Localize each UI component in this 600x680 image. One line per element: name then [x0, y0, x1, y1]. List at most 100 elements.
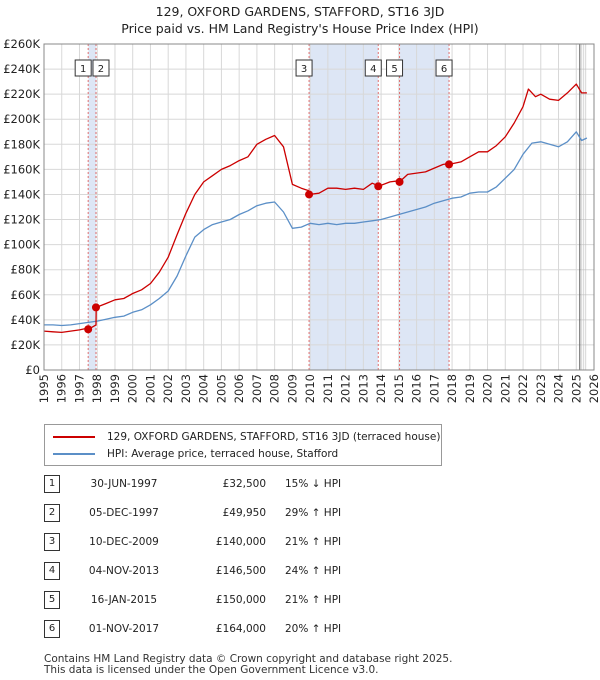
y-tick-label: £40K	[11, 313, 41, 327]
sale-marker-box-2	[92, 59, 110, 77]
sale-number-badge: 2	[44, 504, 60, 522]
sale-number-badge: 4	[44, 562, 60, 580]
legend-label-property: 129, OXFORD GARDENS, STAFFORD, ST16 3JD …	[107, 431, 441, 443]
sale-date: 30-JUN-1997	[90, 478, 158, 490]
x-tick-label: 2020	[481, 374, 495, 403]
shaded-period-2	[309, 44, 379, 370]
sale-marker-label-1: 1	[74, 59, 92, 77]
sale-marker-number-1: 1	[80, 64, 86, 75]
x-tick-label: 2006	[232, 374, 246, 403]
x-tick-label: 1996	[55, 374, 69, 403]
sale-number-badge: 1	[44, 475, 60, 493]
x-tick-label: 2021	[498, 374, 512, 403]
sale-point-2	[91, 303, 100, 312]
sale-marker-label-4: 4	[364, 59, 382, 77]
x-tick-label: 2003	[179, 374, 193, 403]
table-row: 1 30-JUN-1997 £32,500 15% ↓ HPI	[0, 475, 600, 495]
x-tick-label: 2025	[569, 374, 583, 403]
sale-point-6	[445, 160, 454, 169]
y-tick-label: £260K	[3, 37, 40, 51]
sale-marker-label-3: 3	[295, 59, 313, 77]
sale-price: £146,500	[215, 565, 266, 577]
sale-date: 01-NOV-2017	[88, 623, 160, 635]
x-tick-label: 2000	[126, 374, 140, 403]
sale-marker-box-3	[295, 59, 313, 77]
x-tick-label: 2018	[445, 374, 459, 403]
x-tick-label: 1995	[37, 374, 51, 403]
sale-price: £164,000	[215, 623, 266, 635]
sale-price: £150,000	[215, 594, 266, 606]
x-tick-label: 2011	[321, 374, 335, 403]
x-tick-label: 2013	[356, 374, 370, 403]
sale-hpi-diff: 21% ↑ HPI	[285, 594, 342, 606]
x-tick-label: 2010	[303, 374, 317, 403]
sale-marker-number-6: 6	[441, 64, 447, 75]
sale-point-5	[395, 177, 404, 186]
x-tick-label: 1997	[72, 374, 86, 403]
sale-marker-number-3: 3	[301, 64, 307, 75]
x-tick-label: 2022	[516, 374, 530, 403]
x-tick-label: 2012	[339, 374, 353, 403]
y-tick-label: £200K	[3, 112, 40, 126]
sale-date: 10-DEC-2009	[89, 536, 159, 548]
legend-swatch-hpi	[53, 453, 95, 455]
sale-date: 16-JAN-2015	[90, 594, 158, 606]
x-tick-label: 2023	[534, 374, 548, 403]
footer-attribution: Contains HM Land Registry data © Crown c…	[44, 654, 452, 676]
y-tick-label: £60K	[11, 288, 41, 302]
x-tick-label: 2015	[392, 374, 406, 403]
sale-hpi-diff: 20% ↑ HPI	[285, 623, 342, 635]
table-row: 5 16-JAN-2015 £150,000 21% ↑ HPI	[0, 591, 600, 611]
sale-number-badge: 6	[44, 620, 60, 638]
property-price-line	[43, 83, 587, 334]
x-tick-label: 2008	[268, 374, 282, 403]
sale-number-badge: 5	[44, 591, 60, 609]
sale-point-4	[374, 182, 383, 191]
y-tick-label: £100K	[3, 238, 40, 252]
sale-hpi-diff: 24% ↑ HPI	[285, 565, 342, 577]
legend-label-hpi: HPI: Average price, terraced house, Staf…	[107, 448, 339, 460]
footer-line-2: This data is licensed under the Open Gov…	[44, 664, 379, 676]
y-tick-label: £140K	[3, 187, 40, 201]
x-tick-label: 2024	[552, 374, 566, 403]
x-tick-label: 2009	[285, 374, 299, 403]
x-tick-label: 2004	[197, 374, 211, 403]
y-tick-label: £0	[25, 363, 40, 377]
legend-item-property: 129, OXFORD GARDENS, STAFFORD, ST16 3JD …	[53, 429, 440, 445]
table-row: 3 10-DEC-2009 £140,000 21% ↑ HPI	[0, 533, 600, 553]
y-tick-label: £120K	[3, 213, 40, 227]
y-tick-label: £180K	[3, 137, 40, 151]
table-row: 2 05-DEC-1997 £49,950 29% ↑ HPI	[0, 504, 600, 524]
sale-date: 05-DEC-1997	[89, 507, 159, 519]
sale-price: £49,950	[222, 507, 266, 519]
sale-marker-box-1	[74, 59, 92, 77]
x-tick-label: 1999	[108, 374, 122, 403]
sale-marker-number-2: 2	[98, 64, 104, 75]
table-row: 6 01-NOV-2017 £164,000 20% ↑ HPI	[0, 620, 600, 640]
sale-marker-number-5: 5	[391, 64, 397, 75]
y-tick-label: £20K	[11, 338, 41, 352]
hpi-line	[44, 131, 588, 327]
shaded-period-1	[88, 44, 96, 370]
sale-point-3	[305, 190, 314, 199]
x-tick-label: 2016	[410, 374, 424, 403]
sale-marker-label-2: 2	[92, 59, 110, 77]
sale-price: £140,000	[215, 536, 266, 548]
sale-marker-box-4	[364, 59, 382, 77]
sale-number-badge: 3	[44, 533, 60, 551]
table-row: 4 04-NOV-2013 £146,500 24% ↑ HPI	[0, 562, 600, 582]
sale-price: £32,500	[222, 478, 266, 490]
x-tick-label: 2005	[214, 374, 228, 403]
sale-hpi-diff: 15% ↓ HPI	[285, 478, 342, 490]
chart-subtitle: Price paid vs. HM Land Registry's House …	[121, 21, 479, 36]
legend-swatch-property	[53, 436, 95, 438]
x-tick-label: 2017	[427, 374, 441, 403]
x-tick-label: 2007	[250, 374, 264, 403]
chart-title: 129, OXFORD GARDENS, STAFFORD, ST16 3JD	[155, 4, 445, 19]
sale-hpi-diff: 29% ↑ HPI	[285, 507, 342, 519]
x-tick-label: 2001	[143, 374, 157, 403]
sale-date: 04-NOV-2013	[88, 565, 160, 577]
footer-line-1: Contains HM Land Registry data © Crown c…	[44, 653, 453, 665]
x-tick-label: 2026	[587, 374, 600, 403]
y-tick-label: £80K	[11, 263, 41, 277]
